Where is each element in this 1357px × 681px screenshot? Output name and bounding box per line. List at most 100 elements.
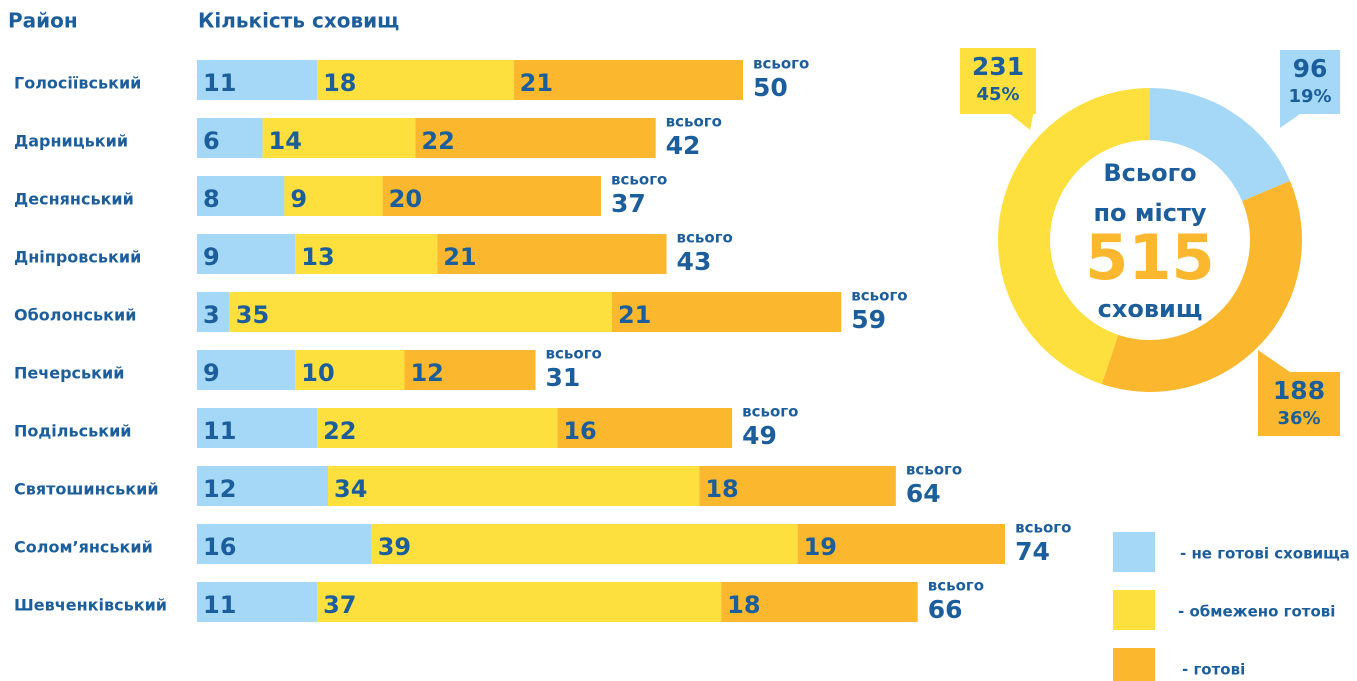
callout-box	[960, 48, 1036, 114]
total-value: 50	[753, 73, 788, 102]
total-caption: всього	[677, 229, 733, 247]
callout-value: 188	[1273, 376, 1325, 405]
bar-segment	[317, 582, 722, 622]
segment-label: 11	[203, 591, 236, 619]
category-label: Подільський	[14, 422, 132, 441]
segment-label: 16	[563, 417, 596, 445]
legend-swatch	[1113, 532, 1155, 572]
bar-segment	[197, 60, 318, 100]
donut-segment	[1150, 88, 1291, 202]
category-label: Оболонський	[14, 306, 136, 325]
segment-label: 6	[203, 127, 220, 155]
total-value: 42	[666, 131, 701, 160]
bar-segment	[197, 292, 230, 332]
segment-label: 12	[203, 475, 236, 503]
bar-segment	[557, 408, 733, 448]
bar-segment	[317, 60, 514, 100]
bar-segment	[284, 176, 383, 216]
total-value: 66	[928, 595, 963, 624]
segment-label: 18	[705, 475, 738, 503]
bar-segment	[197, 524, 372, 564]
segment-label: 37	[323, 591, 356, 619]
donut-segment	[1101, 180, 1302, 393]
callout-box	[1280, 50, 1340, 114]
bar-segment	[404, 350, 536, 390]
segment-label: 3	[203, 301, 220, 329]
total-value: 74	[1015, 537, 1050, 566]
callout-value: 231	[972, 52, 1024, 81]
bar-segment	[797, 524, 1006, 564]
bar-segment	[229, 292, 612, 332]
segment-label: 16	[203, 533, 236, 561]
bar-segment	[415, 118, 656, 158]
total-value: 37	[611, 189, 646, 218]
segment-label: 21	[520, 69, 553, 97]
callout-pointer	[1258, 350, 1290, 384]
callout-value: 96	[1293, 54, 1328, 83]
total-caption: всього	[611, 171, 667, 189]
total-value: 31	[546, 363, 581, 392]
segment-label: 9	[290, 185, 307, 213]
total-caption: всього	[742, 403, 798, 421]
segment-label: 18	[727, 591, 760, 619]
center-total: 515	[1085, 221, 1214, 294]
total-value: 64	[906, 479, 941, 508]
bar-segment	[197, 350, 296, 390]
category-label: Дарницький	[14, 132, 128, 151]
bar-segment	[328, 466, 700, 506]
bar-segment	[197, 118, 263, 158]
segment-label: 11	[203, 69, 236, 97]
bar-segment	[611, 292, 842, 332]
segment-label: 14	[269, 127, 302, 155]
legend-swatch	[1113, 590, 1155, 630]
legend-label: - готові	[1182, 661, 1245, 679]
callout-percent: 45%	[976, 84, 1019, 105]
segment-label: 34	[334, 475, 367, 503]
chart-title: Кількість сховищ	[198, 9, 399, 33]
bar-segment	[699, 466, 896, 506]
segment-label: 12	[410, 359, 443, 387]
callout-pointer	[1010, 100, 1036, 130]
center-text: по місту	[1093, 199, 1206, 227]
segment-label: 18	[323, 69, 356, 97]
bar-segment	[197, 408, 318, 448]
segment-label: 35	[236, 301, 269, 329]
center-text: Всього	[1103, 159, 1196, 187]
segment-label: 9	[203, 359, 220, 387]
segment-label: 13	[301, 243, 334, 271]
bar-segment	[262, 118, 416, 158]
category-label: Деснянський	[14, 190, 134, 209]
total-value: 49	[742, 421, 777, 450]
bar-segment	[382, 176, 602, 216]
bar-segment	[197, 582, 318, 622]
callout-pointer	[1280, 102, 1300, 128]
category-header: Район	[8, 9, 78, 33]
callout-percent: 36%	[1277, 408, 1320, 429]
total-caption: всього	[753, 55, 809, 73]
bar-segment	[197, 234, 296, 274]
bar-segment	[513, 60, 743, 100]
total-caption: всього	[666, 113, 722, 131]
segment-label: 22	[421, 127, 454, 155]
category-label: Печерський	[14, 364, 124, 383]
category-label: Голосіївський	[14, 74, 141, 93]
segment-label: 21	[618, 301, 651, 329]
segment-label: 10	[301, 359, 334, 387]
segment-label: 8	[203, 185, 220, 213]
segment-label: 11	[203, 417, 236, 445]
segment-label: 9	[203, 243, 220, 271]
callout-box	[1258, 372, 1340, 436]
category-label: Дніпровський	[14, 248, 141, 267]
legend-label: - обмежено готові	[1178, 603, 1335, 621]
callout-percent: 19%	[1288, 86, 1331, 107]
total-caption: всього	[851, 287, 907, 305]
bar-segment	[197, 176, 285, 216]
legend-label: - не готові сховища	[1180, 545, 1350, 563]
category-label: Святошинський	[14, 480, 159, 499]
donut-segment	[998, 87, 1150, 385]
segment-label: 19	[804, 533, 837, 561]
bar-segment	[437, 234, 667, 274]
bar-segment	[295, 350, 405, 390]
segment-label: 22	[323, 417, 356, 445]
